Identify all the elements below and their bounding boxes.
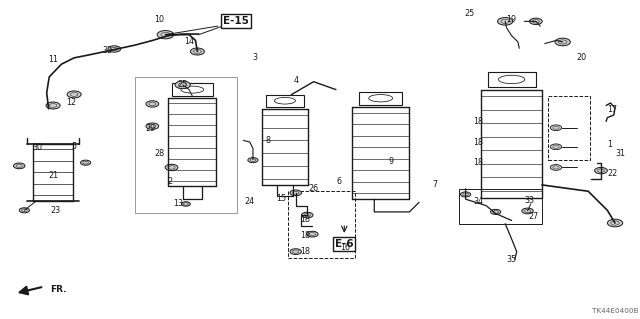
Circle shape	[522, 208, 533, 214]
Circle shape	[290, 190, 301, 196]
Text: 11: 11	[48, 55, 58, 64]
Text: 31: 31	[615, 149, 625, 158]
Text: 10: 10	[154, 15, 164, 24]
Circle shape	[175, 81, 190, 89]
Text: 3: 3	[252, 53, 257, 62]
Bar	[488, 72, 536, 87]
Text: 27: 27	[528, 212, 538, 221]
Text: 33: 33	[524, 196, 534, 205]
Bar	[460, 189, 542, 224]
Text: 9: 9	[389, 157, 394, 166]
Text: 18: 18	[474, 137, 483, 146]
Circle shape	[461, 192, 470, 197]
Circle shape	[181, 202, 190, 206]
Text: 26: 26	[308, 184, 319, 193]
Text: 20: 20	[577, 53, 587, 62]
Circle shape	[555, 38, 570, 46]
Text: 21: 21	[48, 171, 58, 180]
Text: 24: 24	[244, 197, 255, 206]
Text: 18: 18	[300, 231, 310, 240]
Circle shape	[108, 46, 121, 52]
Text: 8: 8	[265, 136, 270, 145]
Bar	[359, 92, 403, 105]
Circle shape	[301, 212, 313, 218]
Circle shape	[146, 101, 159, 107]
Text: 12: 12	[66, 98, 76, 107]
Text: 14: 14	[184, 38, 194, 47]
Text: 18: 18	[474, 117, 483, 126]
Text: 6: 6	[337, 177, 342, 186]
Circle shape	[165, 164, 178, 171]
Text: 25: 25	[464, 9, 475, 18]
Text: E-6: E-6	[335, 239, 353, 249]
Text: 5: 5	[72, 142, 77, 151]
Text: 22: 22	[607, 169, 618, 178]
Circle shape	[497, 18, 513, 25]
Text: 2: 2	[168, 177, 173, 186]
Text: 30: 30	[33, 143, 43, 152]
Circle shape	[550, 144, 562, 150]
Circle shape	[19, 208, 29, 213]
Circle shape	[550, 125, 562, 130]
Text: 19: 19	[506, 15, 516, 24]
Circle shape	[290, 249, 301, 255]
Text: 32: 32	[103, 46, 113, 56]
Circle shape	[248, 158, 258, 163]
Text: 25: 25	[177, 80, 188, 89]
Circle shape	[595, 167, 607, 174]
Text: 29: 29	[146, 124, 156, 133]
Circle shape	[550, 165, 562, 170]
Text: FR.: FR.	[51, 285, 67, 293]
Circle shape	[307, 231, 318, 237]
Text: 28: 28	[154, 149, 164, 158]
Circle shape	[190, 48, 204, 55]
Circle shape	[490, 209, 500, 214]
Circle shape	[607, 219, 623, 227]
Text: 7: 7	[433, 181, 438, 189]
Text: 18: 18	[300, 215, 310, 224]
Bar	[288, 191, 355, 258]
Text: 15: 15	[276, 194, 287, 203]
Bar	[266, 95, 304, 107]
Text: 18: 18	[474, 158, 483, 167]
Text: 34: 34	[474, 197, 483, 206]
Text: E-15: E-15	[223, 16, 249, 26]
Circle shape	[146, 123, 159, 129]
Circle shape	[46, 102, 60, 109]
Circle shape	[81, 160, 91, 165]
Text: TK44E0400B: TK44E0400B	[591, 308, 638, 314]
Text: 18: 18	[300, 247, 310, 256]
Bar	[548, 96, 590, 160]
Circle shape	[529, 18, 542, 25]
Text: 23: 23	[51, 206, 61, 215]
Circle shape	[67, 91, 81, 98]
Text: 4: 4	[294, 76, 299, 85]
Circle shape	[157, 31, 173, 39]
Text: 16: 16	[340, 243, 351, 252]
Bar	[172, 83, 213, 96]
Text: 35: 35	[506, 255, 516, 264]
Text: 13: 13	[173, 199, 183, 208]
Circle shape	[13, 163, 25, 169]
Text: 1: 1	[607, 140, 612, 149]
Text: 17: 17	[607, 105, 618, 114]
